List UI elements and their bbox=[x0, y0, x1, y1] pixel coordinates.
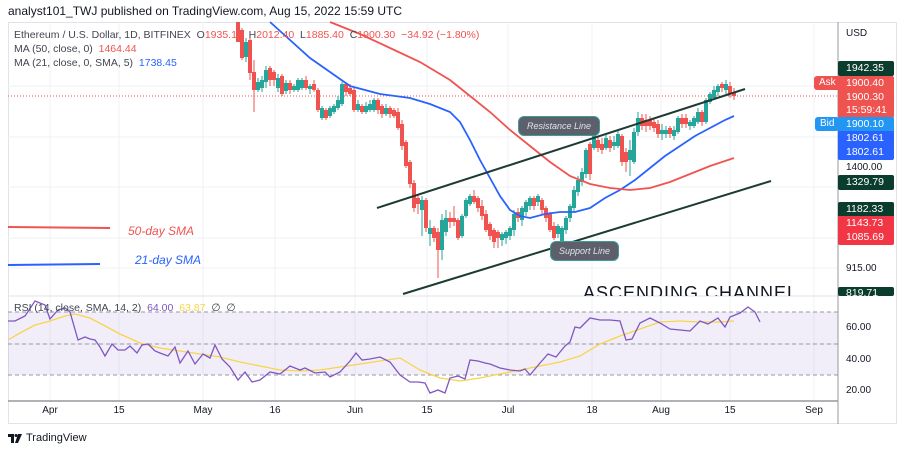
currency-label: USD bbox=[846, 28, 868, 39]
ma50-legend[interactable]: MA (50, close, 0) 1464.44 bbox=[14, 43, 137, 55]
price-tag-high: 1942.35 bbox=[838, 61, 894, 76]
rsi-extra-2: ∅ bbox=[226, 302, 236, 314]
symbol-legend[interactable]: Ethereum / U.S. Dollar, 1D, BITFINEX O19… bbox=[14, 29, 479, 41]
channel-resistance-line bbox=[376, 88, 746, 209]
close-label: C bbox=[349, 29, 358, 41]
time-tick: Aug bbox=[652, 405, 670, 416]
time-tick: May bbox=[193, 405, 213, 416]
sma50-annotation: 50-day SMA bbox=[128, 224, 195, 238]
low-value: 1885.40 bbox=[305, 29, 344, 41]
time-tick: 15 bbox=[724, 405, 736, 416]
last-price-tag: 1900.30 bbox=[838, 90, 894, 105]
bid-badge: Bid bbox=[815, 117, 840, 131]
change-value: −34.92 (−1.80%) bbox=[401, 29, 480, 41]
rsi-tick-60: 60.00 bbox=[846, 322, 872, 333]
support-callout[interactable]: Support Line bbox=[550, 241, 620, 261]
price-tag-1182: 1182.33 bbox=[838, 202, 894, 217]
high-value: 2012.40 bbox=[256, 29, 295, 41]
chart-frame[interactable] bbox=[8, 22, 897, 424]
sma21-annotation: 21-day SMA bbox=[135, 253, 202, 267]
ma50-label: MA (50, close, 0) bbox=[14, 43, 93, 55]
ma21-price-tag-2: 1802.61 bbox=[838, 145, 894, 160]
low-label: L bbox=[300, 29, 306, 41]
bid-price-tag: 1900.10 bbox=[838, 117, 894, 132]
brand-name: TradingView bbox=[26, 432, 87, 444]
tradingview-mark-icon bbox=[8, 433, 22, 443]
symbol-label: Ethereum / U.S. Dollar, 1D, BITFINEX bbox=[14, 29, 191, 41]
pattern-title: ASCENDING CHANNEL bbox=[583, 283, 799, 296]
time-tick: 16 bbox=[269, 405, 281, 416]
price-tag-1085: 1085.69 bbox=[838, 230, 894, 245]
high-label: H bbox=[248, 29, 257, 41]
rsi-sma-line bbox=[7, 313, 735, 382]
publish-info: analyst101_TWJ published on TradingView.… bbox=[8, 4, 403, 18]
ma21-value: 1738.45 bbox=[138, 57, 177, 69]
rsi-label: RSI (14, close, SMA, 14, 2) bbox=[14, 302, 142, 314]
time-tick: 15 bbox=[113, 405, 125, 416]
countdown-tag: 15:59:41 bbox=[838, 103, 894, 118]
ma21-line bbox=[269, 21, 735, 219]
open-value: 1935.15 bbox=[204, 29, 243, 41]
time-tick: Sep bbox=[805, 405, 823, 416]
rsi-sma-value: 63.87 bbox=[179, 302, 206, 314]
tradingview-logo[interactable]: TradingView bbox=[8, 432, 87, 444]
ma21-price-tag-1: 1802.61 bbox=[838, 131, 894, 146]
rsi-tick-40: 40.00 bbox=[846, 354, 872, 365]
time-tick: Jul bbox=[501, 405, 515, 416]
ma21-legend[interactable]: MA (21, close, 0, SMA, 5) 1738.45 bbox=[14, 57, 177, 69]
rsi-extra-1: ∅ bbox=[211, 302, 221, 314]
rsi-tick-20: 20.00 bbox=[846, 385, 872, 396]
open-label: O bbox=[196, 29, 205, 41]
ask-badge: Ask bbox=[814, 76, 841, 90]
price-tag-819: 819.71 bbox=[838, 287, 894, 296]
resistance-callout[interactable]: Resistance Line bbox=[518, 116, 601, 136]
price-tag-1329: 1329.79 bbox=[838, 175, 894, 190]
ask-price-tag: 1900.40 bbox=[838, 76, 894, 91]
price-tick-915: 915.00 bbox=[846, 263, 877, 274]
rsi-legend[interactable]: RSI (14, close, SMA, 14, 2) 64.00 63.87 … bbox=[14, 302, 235, 314]
price-tag-1143: 1143.73 bbox=[838, 216, 894, 231]
close-value: 1900.30 bbox=[357, 29, 396, 41]
ma50-line bbox=[329, 21, 735, 191]
grid-lines bbox=[8, 22, 838, 402]
time-tick: Jun bbox=[346, 405, 364, 416]
time-tick: 15 bbox=[421, 405, 433, 416]
sma50-legend-line bbox=[7, 226, 111, 229]
ma50-value: 1464.44 bbox=[98, 43, 137, 55]
time-tick: Apr bbox=[42, 405, 58, 416]
ma21-label: MA (21, close, 0, SMA, 5) bbox=[14, 57, 134, 69]
time-tick: 18 bbox=[586, 405, 598, 416]
price-tick-1400: 1400.00 bbox=[846, 162, 883, 173]
rsi-value: 64.00 bbox=[147, 302, 174, 314]
sma21-legend-line bbox=[7, 263, 101, 266]
channel-support-line bbox=[402, 180, 772, 295]
rsi-line bbox=[8, 300, 761, 394]
